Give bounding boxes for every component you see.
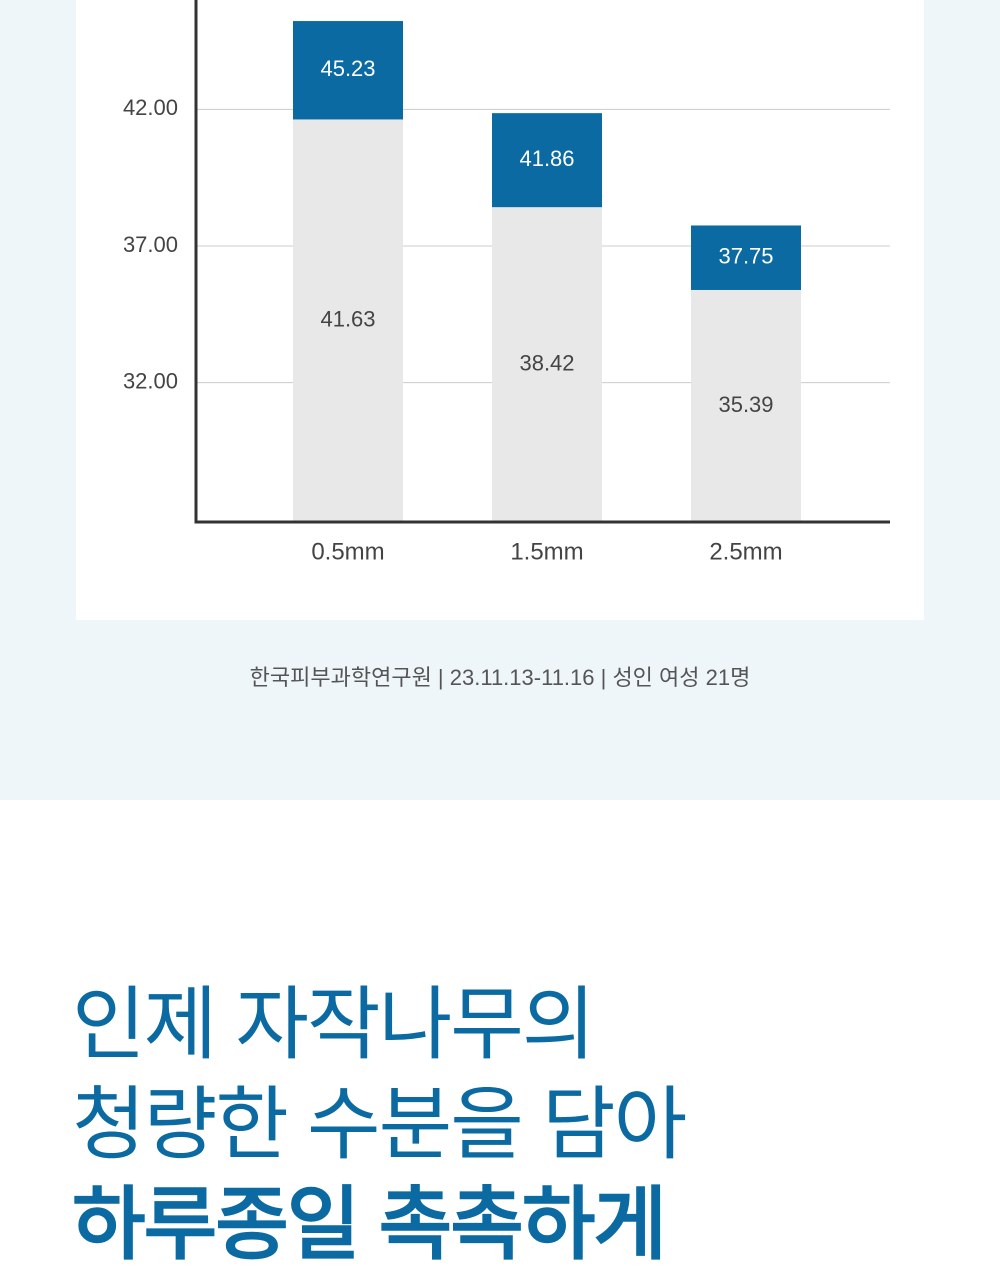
y-tick-label: 32.00 <box>123 368 178 393</box>
x-tick-label: 0.5mm <box>311 538 384 565</box>
value-label: 41.86 <box>519 146 574 171</box>
value-label: 35.39 <box>718 392 773 417</box>
y-tick-label: 42.00 <box>123 95 178 120</box>
x-tick-label: 1.5mm <box>510 538 583 565</box>
value-label: 38.42 <box>519 350 574 375</box>
bar <box>492 207 602 522</box>
value-label: 41.63 <box>320 307 375 332</box>
bar <box>691 289 801 522</box>
bar <box>293 119 403 523</box>
value-label: 37.75 <box>718 244 773 269</box>
headline: 인제 자작나무의 <box>72 980 595 1069</box>
y-tick-label: 37.00 <box>123 232 178 257</box>
chart: 32.00 37.00 42.00 45.23 41.63 0.5mm 41.86 38.42… <box>123 0 890 565</box>
caption: 한국피부과학연구원 | 23.11.13-11.16 | 성인 여성 21명 <box>249 665 751 690</box>
x-tick-label: 2.5mm <box>709 538 782 565</box>
headline: 하루종일 촉촉하게 <box>72 1180 667 1269</box>
value-label: 45.23 <box>320 56 375 81</box>
headline: 청량한 수분을 담아 <box>72 1080 687 1169</box>
